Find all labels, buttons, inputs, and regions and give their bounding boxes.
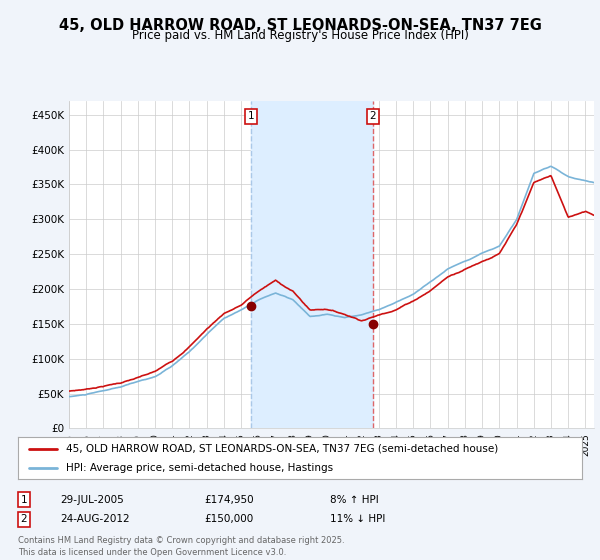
Text: 45, OLD HARROW ROAD, ST LEONARDS-ON-SEA, TN37 7EG (semi-detached house): 45, OLD HARROW ROAD, ST LEONARDS-ON-SEA,… — [66, 444, 498, 454]
Text: 11% ↓ HPI: 11% ↓ HPI — [330, 514, 385, 524]
Text: Price paid vs. HM Land Registry's House Price Index (HPI): Price paid vs. HM Land Registry's House … — [131, 29, 469, 42]
Text: £174,950: £174,950 — [204, 494, 254, 505]
Text: 1: 1 — [20, 494, 28, 505]
Text: £150,000: £150,000 — [204, 514, 253, 524]
Text: HPI: Average price, semi-detached house, Hastings: HPI: Average price, semi-detached house,… — [66, 463, 333, 473]
Text: 29-JUL-2005: 29-JUL-2005 — [60, 494, 124, 505]
Text: 2: 2 — [20, 514, 28, 524]
Text: 24-AUG-2012: 24-AUG-2012 — [60, 514, 130, 524]
Text: 8% ↑ HPI: 8% ↑ HPI — [330, 494, 379, 505]
Text: 2: 2 — [370, 111, 376, 121]
Bar — [251, 101, 373, 428]
Text: Contains HM Land Registry data © Crown copyright and database right 2025.
This d: Contains HM Land Registry data © Crown c… — [18, 536, 344, 557]
Text: 45, OLD HARROW ROAD, ST LEONARDS-ON-SEA, TN37 7EG: 45, OLD HARROW ROAD, ST LEONARDS-ON-SEA,… — [59, 18, 541, 32]
Text: 1: 1 — [248, 111, 254, 121]
